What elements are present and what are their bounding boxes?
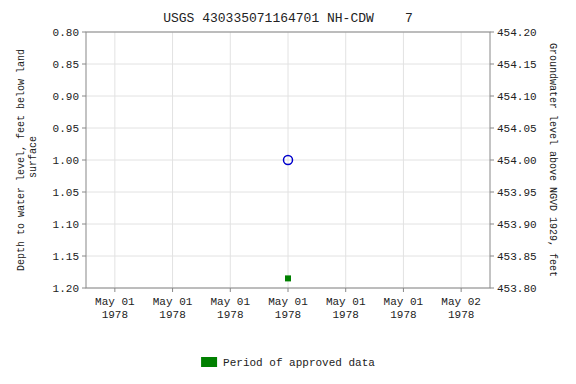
tick-label: 454.20 — [497, 27, 537, 39]
grid-line — [114, 32, 115, 288]
tick-label: 453.95 — [497, 187, 537, 199]
tick-label-line: May 02 — [441, 296, 481, 308]
legend-label: Period of approved data — [223, 357, 375, 369]
tick-label: May 021978 — [441, 296, 481, 321]
tick-label: 454.05 — [497, 123, 537, 135]
title: USGS 430335071164701 NH-CDW 7 — [163, 11, 413, 26]
grid-line — [172, 32, 173, 288]
tick-label: 0.90 — [53, 91, 79, 103]
tick — [82, 32, 86, 33]
tick — [82, 64, 86, 65]
grid — [86, 32, 490, 288]
tick — [82, 224, 86, 225]
tick-label: 454.10 — [497, 91, 537, 103]
tick-label: May 011978 — [153, 296, 193, 321]
tick — [82, 192, 86, 193]
background — [0, 0, 576, 384]
plot-frame — [86, 32, 490, 288]
tick — [288, 288, 289, 292]
tick-label-line: May 01 — [326, 296, 366, 308]
tick — [82, 96, 86, 97]
tick-label: 1.10 — [53, 219, 79, 231]
grid-line — [345, 32, 346, 288]
tick-label-line: 1978 — [275, 309, 301, 321]
point — [284, 156, 293, 165]
chart: 0.80 0.85 0.90 0.95 1.00 1.05 1.10 1.15 1.20 453.… — [0, 0, 576, 384]
tick-label: 0.85 — [53, 59, 79, 71]
tick — [82, 128, 86, 129]
grid-line — [288, 32, 289, 288]
tick — [172, 288, 173, 292]
tick-label: May 011978 — [210, 296, 250, 321]
tick-label-line: 1978 — [390, 309, 416, 321]
tick — [82, 160, 86, 161]
tick-label: May 011978 — [384, 296, 424, 321]
grid-line — [403, 32, 404, 288]
tick — [490, 96, 494, 97]
tick — [490, 128, 494, 129]
tick-label-line: 1978 — [333, 309, 359, 321]
tick — [490, 256, 494, 257]
tick-label: 1.00 — [53, 155, 79, 167]
tick-label-line: May 01 — [210, 296, 250, 308]
tick — [114, 288, 115, 292]
tick — [82, 256, 86, 257]
y2-axis: 453.80 453.85 453.90 453.95 454.00 454.05 454.… — [490, 27, 537, 295]
tick-label-line: May 01 — [268, 296, 308, 308]
tick-label-line: May 01 — [384, 296, 424, 308]
tick-label: 1.05 — [53, 187, 79, 199]
tick — [345, 288, 346, 292]
tick-label-line: 1978 — [448, 309, 474, 321]
marks — [284, 156, 293, 282]
tick-label: 0.95 — [53, 123, 79, 135]
tick-label: 453.80 — [497, 283, 537, 295]
tick-label: 0.80 — [53, 27, 79, 39]
tick-label: 454.15 — [497, 59, 537, 71]
legend-swatch — [201, 357, 217, 367]
tick-label-line: 1978 — [217, 309, 243, 321]
tick-label-line: 1978 — [102, 309, 128, 321]
tick-label: 453.85 — [497, 251, 537, 263]
x-axis: May 011978May 011978May 011978May 011978… — [95, 288, 481, 321]
tick — [490, 160, 494, 161]
tick-label: 1.20 — [53, 283, 79, 295]
tick-label-line: May 01 — [153, 296, 193, 308]
y-axis-label-line: surface — [28, 136, 39, 184]
tick — [461, 288, 462, 292]
tick — [490, 288, 494, 289]
tick — [230, 288, 231, 292]
tick — [490, 192, 494, 193]
tick — [490, 32, 494, 33]
tick-label: 454.00 — [497, 155, 537, 167]
tick-label-line: May 01 — [95, 296, 135, 308]
tick-label: 453.90 — [497, 219, 537, 231]
tick-label: 1.15 — [53, 251, 79, 263]
tick-label: May 011978 — [326, 296, 366, 321]
tick — [490, 64, 494, 65]
y-axis: 0.80 0.85 0.90 0.95 1.00 1.05 1.10 1.15 1.20 — [53, 27, 86, 295]
y2-axis-label: Groundwater level above NGVD 1929, feet — [547, 43, 558, 277]
tick-label-line: 1978 — [159, 309, 185, 321]
tick-label: May 011978 — [268, 296, 308, 321]
tick — [403, 288, 404, 292]
y-axis-label: Depth to water level, feet below land su… — [16, 49, 39, 271]
grid-line — [230, 32, 231, 288]
legend: Period of approved data — [201, 357, 375, 369]
tick — [490, 224, 494, 225]
point — [285, 275, 291, 281]
y-axis-label-line: Depth to water level, feet below land — [16, 49, 27, 271]
tick-label: May 011978 — [95, 296, 135, 321]
grid-line — [461, 32, 462, 288]
tick — [82, 288, 86, 289]
